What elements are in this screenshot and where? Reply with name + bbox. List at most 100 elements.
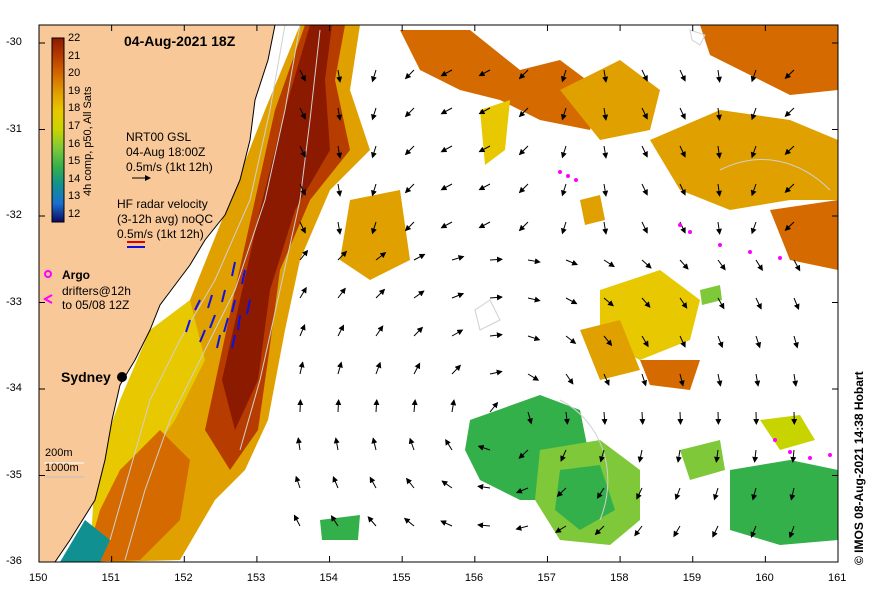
current-arrow xyxy=(717,335,724,349)
y-tick-label: -35 xyxy=(6,468,22,481)
colorbar-tick: 18 xyxy=(68,102,81,115)
current-arrow xyxy=(403,517,415,527)
current-arrow xyxy=(295,437,302,451)
current-arrow xyxy=(563,411,570,425)
current-arrow xyxy=(477,522,491,529)
current-arrow xyxy=(413,290,425,299)
x-tick-label: 157 xyxy=(537,572,556,584)
argo-label: Argo xyxy=(62,268,90,282)
current-arrow xyxy=(603,335,613,347)
current-arrow xyxy=(601,411,608,425)
current-arrow xyxy=(405,477,415,489)
current-arrow xyxy=(336,145,343,159)
current-arrow xyxy=(561,221,567,235)
current-arrow xyxy=(793,297,800,311)
y-tick-label: -30 xyxy=(6,36,22,48)
current-arrow xyxy=(790,449,797,463)
current-arrow xyxy=(299,145,306,158)
current-arrow xyxy=(375,288,386,299)
x-tick-label: 150 xyxy=(29,572,48,584)
current-arrow xyxy=(594,525,605,536)
current-arrow xyxy=(750,69,757,83)
current-arrow xyxy=(561,145,567,159)
current-arrow xyxy=(677,411,684,425)
current-arrow xyxy=(565,335,577,345)
colorbar-tick: 15 xyxy=(68,155,81,168)
current-arrow xyxy=(371,145,377,159)
current-arrow xyxy=(440,183,453,191)
current-arrow xyxy=(404,221,415,232)
hf-legend-2: (3-12h avg) noQC xyxy=(117,212,214,226)
current-arrow xyxy=(375,325,384,337)
current-arrow xyxy=(450,399,457,413)
current-arrow xyxy=(603,259,615,268)
current-arrow xyxy=(673,525,681,538)
current-arrow xyxy=(717,259,726,271)
current-arrow xyxy=(299,183,306,196)
current-arrow xyxy=(489,401,499,413)
current-arrow xyxy=(750,183,757,197)
current-arrow xyxy=(478,221,491,229)
current-arrow xyxy=(371,183,377,197)
current-arrow xyxy=(793,259,801,272)
current-arrow xyxy=(641,69,648,82)
current-arrow xyxy=(754,373,761,387)
current-arrow xyxy=(489,332,503,339)
contour-200m: 200m xyxy=(45,447,73,459)
current-arrow xyxy=(715,107,722,121)
colorbar xyxy=(51,37,65,223)
current-arrow xyxy=(637,449,644,463)
current-arrow xyxy=(750,107,757,121)
current-arrow xyxy=(636,487,643,500)
nrt-legend-2: 04-Aug 18:00Z xyxy=(126,145,206,159)
current-arrow xyxy=(599,449,605,463)
current-arrow xyxy=(641,259,652,269)
current-arrow xyxy=(565,297,578,305)
nrt-legend-3: 0.5m/s (1kt 12h) xyxy=(126,160,213,174)
current-arrow xyxy=(679,107,686,120)
current-arrow xyxy=(451,255,465,261)
current-arrow xyxy=(515,487,529,494)
current-arrow xyxy=(715,183,722,197)
current-arrow xyxy=(750,525,757,539)
current-arrow xyxy=(792,373,799,387)
depth-contours xyxy=(109,24,831,561)
current-arrow xyxy=(336,107,343,121)
current-arrow xyxy=(478,107,491,115)
y-tick-label: -32 xyxy=(6,209,22,221)
drifters-label-1: drifters@12h xyxy=(62,284,131,298)
current-arrow xyxy=(715,221,722,235)
current-arrow xyxy=(299,249,309,261)
drifter-tracks xyxy=(558,170,832,460)
current-arrow xyxy=(413,326,424,337)
current-arrow xyxy=(755,259,763,272)
current-arrow xyxy=(445,438,453,451)
current-arrow xyxy=(478,69,491,77)
x-tick-label: 154 xyxy=(319,572,338,584)
current-arrow xyxy=(369,476,377,489)
current-arrow xyxy=(603,373,610,386)
current-arrow xyxy=(371,107,377,121)
current-arrow xyxy=(404,107,415,118)
current-arrow xyxy=(371,437,378,451)
x-tick-label: 152 xyxy=(174,572,193,584)
current-arrow xyxy=(679,183,686,196)
current-arrow xyxy=(440,145,453,153)
current-arrow xyxy=(518,183,529,194)
drifters-label-2: to 05/08 12Z xyxy=(62,298,130,312)
current-arrow xyxy=(336,183,343,197)
current-arrow xyxy=(679,259,689,270)
current-arrow xyxy=(335,399,342,413)
current-arrow xyxy=(641,297,651,308)
current-arrow xyxy=(441,480,453,489)
current-arrow xyxy=(298,361,305,375)
current-arrow xyxy=(602,221,609,235)
current-arrow xyxy=(404,145,415,156)
colorbar-tick: 21 xyxy=(68,49,81,62)
current-arrow xyxy=(413,253,426,261)
current-arrow xyxy=(561,183,567,197)
current-arrow xyxy=(336,69,343,83)
current-arrow xyxy=(784,221,795,231)
x-tick-label: 159 xyxy=(682,572,702,584)
y-tick-label: -36 xyxy=(6,555,22,567)
